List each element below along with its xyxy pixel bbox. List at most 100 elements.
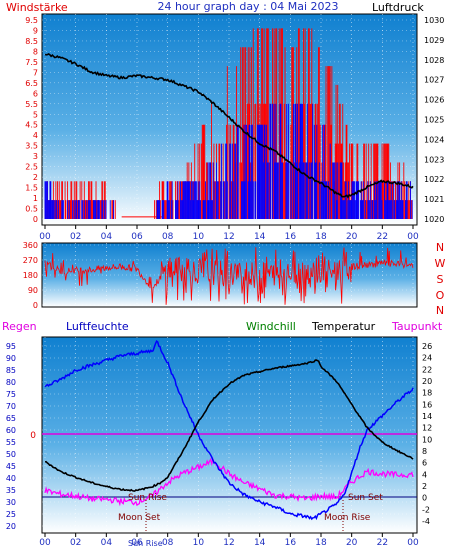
humidity-tick-label: 35 [6,486,16,495]
x-tick-label: 18 [315,538,327,548]
humidity-tick-label: 55 [6,438,16,447]
wind-tick-label: 8 [33,47,38,56]
pressure-tick-label: 1028 [424,56,444,65]
humidity-tick-label: 80 [6,378,16,387]
wind-tick-label: 9 [33,26,38,35]
humidity-tick-label: 65 [6,414,16,423]
temp-tick-label: -2 [422,505,430,514]
wind-tick-label: 6 [33,89,38,98]
dewpoint-line [44,456,414,507]
wind-tick-label: 2 [33,173,38,182]
pressure-tick-label: 1024 [424,135,444,144]
humidity-tick-label: 70 [6,402,16,411]
temp-humidity-series [44,340,414,521]
legend-windchill: Windchill [246,320,296,333]
x-tick-label: 12 [223,538,234,548]
humidity-tick-label: 75 [6,390,16,399]
x-tick-label: 20 [346,232,358,242]
pressure-axis-title: Luftdruck [372,1,424,14]
sunrise-axis-label: Sun Rise [128,539,163,548]
temp-tick-label: 8 [422,447,427,456]
x-tick-label: 20 [346,538,358,548]
x-tick-label: 14 [254,538,266,548]
wind-tick-label: 6.5 [25,79,38,88]
x-tick-label: 06 [131,538,143,548]
humidity-tick-label: 60 [6,426,16,435]
humidity-line [44,340,414,521]
direction-tick-label: 180 [23,271,38,280]
sunset-label: Sun Set [348,493,383,503]
temp-tick-label: 14 [422,412,432,421]
x-tick-label: 16 [285,538,297,548]
compass-o: O [436,289,445,302]
temp-grid [42,337,417,533]
humidity-y-ticks: 20 25 30 35 40 45 50 55 60 65 70 75 80 85 90 95 [6,342,16,531]
pressure-y-ticks: 1020 1021 1022 1023 1024 1025 1026 1027 1028 1029… [424,16,444,224]
wind-tick-label: 0.5 [25,205,38,214]
pressure-tick-label: 1025 [424,116,444,125]
direction-tick-label: 0 [33,301,38,310]
temp-tick-label: 6 [422,459,427,468]
wind-tick-label: 5.5 [25,100,38,109]
direction-tick-label: 90 [28,286,38,295]
temp-tick-label: -4 [422,517,430,526]
wind-avg-series [44,103,413,219]
moonset-label: Moon Set [118,513,161,523]
temp-x-ticks: 00 02 04 06 08 10 12 14 16 18 20 22 00 [39,533,419,548]
temp-plot-area [41,336,418,534]
x-tick-label: 00 [39,232,51,242]
direction-series [44,247,414,305]
humidity-tick-label: 40 [6,474,16,483]
temp-tick-label: 16 [422,400,432,409]
x-tick-label: 00 [39,538,51,548]
legend-dewpoint: Taupunkt [391,320,443,333]
legend-temperature: Temperatur [311,320,376,333]
temp-tick-label: 24 [422,354,432,363]
chart-title: 24 hour graph day : 04 Mai 2023 [157,0,338,13]
pressure-tick-label: 1023 [424,155,444,164]
compass-n2: N [436,304,444,317]
x-tick-label: 18 [315,232,327,242]
temp-tick-label: 2 [422,482,427,491]
wind-tick-label: 4.5 [25,121,38,130]
moonrise-label: Moon Rise [324,513,371,523]
pressure-tick-label: 1020 [424,215,444,224]
x-tick-label: 22 [377,232,388,242]
x-tick-label: 04 [101,538,113,548]
compass-labels: N W S O N [435,241,446,317]
wind-tick-label: 3 [33,152,38,161]
direction-y-ticks: 0 90 180 270 360 [23,241,38,310]
direction-tick-label: 360 [23,241,38,250]
temp-tick-label: 20 [422,377,432,386]
x-tick-label: 14 [254,232,266,242]
wind-tick-label: 3.5 [25,142,38,151]
compass-s: S [437,273,444,286]
humidity-tick-label: 20 [6,522,16,531]
wind-tick-label: 7 [33,68,38,77]
humidity-tick-label: 50 [6,450,16,459]
pressure-line [44,52,414,199]
wind-tick-label: 7.5 [25,58,38,67]
x-tick-label: 04 [101,232,113,242]
pressure-tick-label: 1026 [424,96,444,105]
sunrise-label: Sun Rise [128,493,167,503]
wind-tick-label: 5 [33,110,38,119]
wind-pressure-panel: 00.5 11.5 22.5 33.5 44.5 55.5 66.5 77.5 88.5 99.5… [25,13,444,242]
pressure-tick-label: 1027 [424,76,444,85]
direction-tick-label: 270 [23,256,38,265]
humidity-tick-label: 90 [6,354,16,363]
temperature-humidity-panel: 0 Sun Rise Sun Set Moon Set Moon Rise Su… [6,336,432,548]
wind-y-ticks: 00.5 11.5 22.5 33.5 44.5 55.5 66.5 77.5 88.5 99.5 [25,16,38,224]
x-tick-label: 06 [131,232,143,242]
humidity-tick-label: 30 [6,498,16,507]
temp-tick-label: 18 [422,389,432,398]
x-tick-label: 12 [223,232,234,242]
x-tick-label: 08 [162,232,174,242]
x-tick-label: 02 [70,232,81,242]
x-tick-label: 00 [407,538,419,548]
pressure-tick-label: 1021 [424,195,444,204]
wind-tick-label: 8.5 [25,37,38,46]
rain-zero-label: 0 [30,431,36,441]
